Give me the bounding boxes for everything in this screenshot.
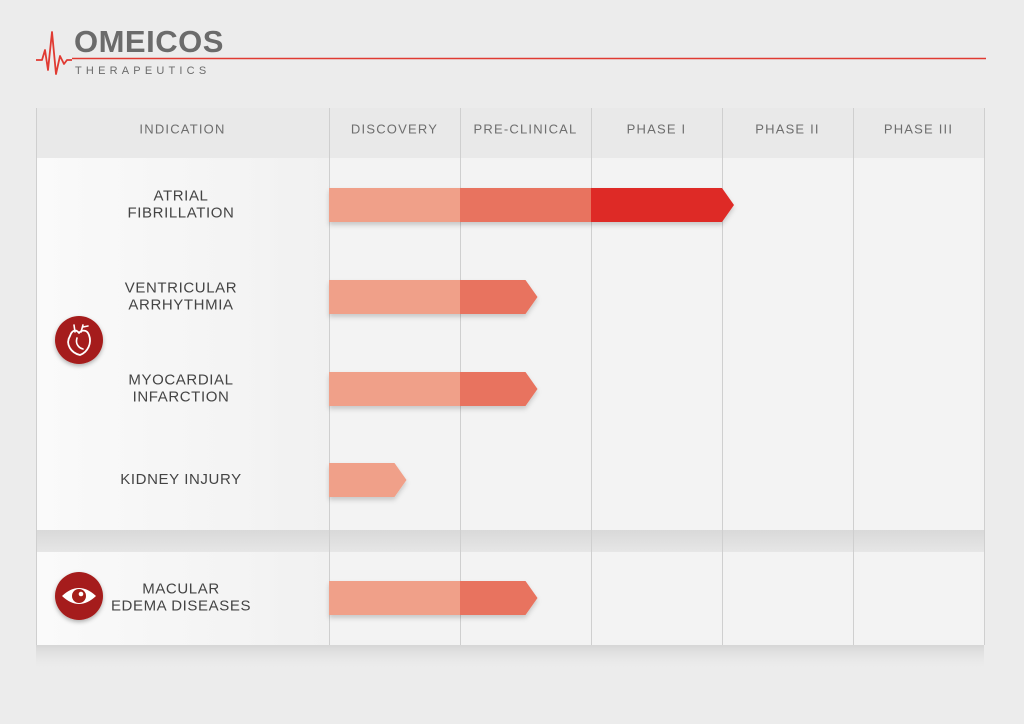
- bar-segment-discovery: [329, 188, 461, 222]
- indication-label: KIDNEY INJURY: [120, 471, 241, 488]
- indication-labels: ATRIAL FIBRILLATION VENTRICULAR ARRHYTHMIA M…: [111, 187, 251, 614]
- brand-tagline: THERAPEUTICS: [75, 65, 210, 77]
- bar-segment-phase-i: [591, 188, 734, 222]
- indication-label: MACULAR EDEMA DISEASES: [111, 580, 251, 614]
- indication-label: MYOCARDIAL INFARCTION: [128, 371, 233, 405]
- progress-bar: [329, 581, 538, 615]
- icon-circle: [55, 316, 103, 364]
- indication-label: VENTRICULAR ARRHYTHMIA: [125, 279, 237, 313]
- bar-segment-discovery: [329, 581, 461, 615]
- heart-vessels: [73, 324, 89, 350]
- omeicos-logo: OMEICOS THERAPEUTICS: [36, 24, 986, 77]
- indication-label-line: ARRHYTHMIA: [128, 296, 233, 313]
- heart-icon: [55, 316, 103, 364]
- bar-segment-discovery: [329, 463, 407, 497]
- indication-label-line: FIBRILLATION: [128, 204, 235, 221]
- stage-header-pre-clinical: PRE-CLINICAL: [474, 121, 578, 136]
- bar-segment-pre-clinical: [460, 280, 538, 314]
- group-icons: [55, 316, 103, 620]
- indication-label-line: MYOCARDIAL: [128, 371, 233, 388]
- bar-segment-pre-clinical: [460, 581, 538, 615]
- progress-bar: [329, 463, 407, 497]
- indication-label-line: ATRIAL: [153, 187, 208, 204]
- table-background: [36, 108, 984, 671]
- progress-bar: [329, 188, 734, 222]
- stage-header-phase-ii: PHASE II: [755, 121, 820, 136]
- indication-label-line: MACULAR: [142, 580, 220, 597]
- indication-label-line: VENTRICULAR: [125, 279, 237, 296]
- eye-iris: [72, 589, 86, 603]
- brand-name: OMEICOS: [74, 24, 224, 59]
- indication-label: ATRIAL FIBRILLATION: [128, 187, 235, 221]
- bar-segment-discovery: [329, 372, 461, 406]
- bar-segment-discovery: [329, 280, 461, 314]
- stage-header-discovery: DISCOVERY: [351, 121, 438, 136]
- progress-bar: [329, 372, 538, 406]
- eye-icon: [55, 572, 103, 620]
- bar-segment-pre-clinical: [460, 188, 592, 222]
- progress-bar: [329, 280, 538, 314]
- eye-glint: [78, 591, 84, 597]
- indication-label-line: KIDNEY INJURY: [120, 471, 241, 488]
- heart-outline: [67, 329, 91, 356]
- bars: [329, 188, 734, 615]
- stage-header-phase-i: PHASE I: [627, 121, 687, 136]
- heartbeat-icon: [36, 31, 72, 75]
- indication-header: INDICATION: [139, 121, 225, 136]
- header-row: INDICATION DISCOVERY PRE-CLINICAL PHASE I PH…: [139, 121, 953, 136]
- bar-segment-pre-clinical: [460, 372, 538, 406]
- stage-header-phase-iii: PHASE III: [884, 121, 953, 136]
- indication-label-line: EDEMA DISEASES: [111, 597, 251, 614]
- indication-label-line: INFARCTION: [133, 388, 230, 405]
